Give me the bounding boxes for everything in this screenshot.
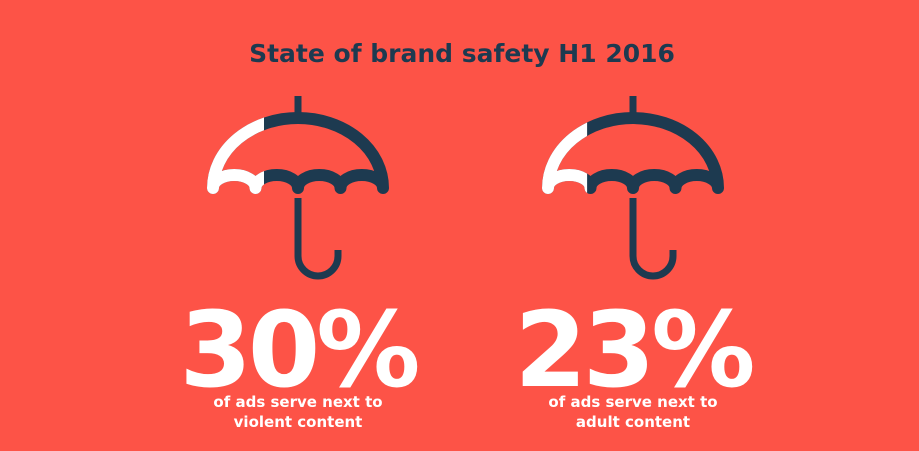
- umbrella-canopy: [542, 112, 724, 194]
- caption: of ads serve next to violent content: [213, 393, 383, 431]
- umbrella-handle: [629, 198, 677, 280]
- chart-title: State of brand safety H1 2016: [249, 39, 675, 68]
- value-label: 30%: [180, 289, 418, 411]
- umbrella-share: [207, 117, 264, 194]
- value-label: 23%: [515, 289, 753, 411]
- umbrella-handle: [294, 198, 342, 280]
- caption: of ads serve next to adult content: [548, 393, 718, 431]
